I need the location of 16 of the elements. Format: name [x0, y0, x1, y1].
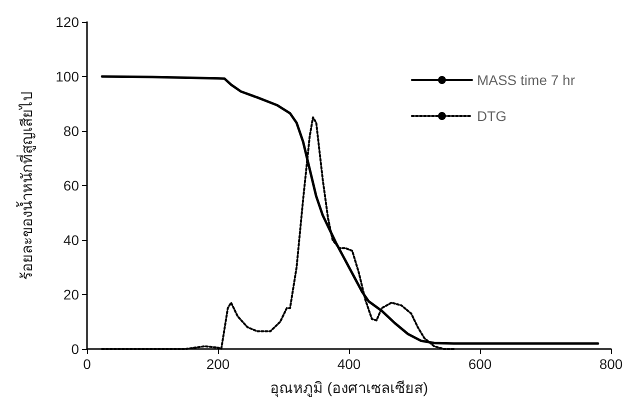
y-tick-label: 60	[63, 178, 80, 194]
y-tick-label: 80	[63, 123, 80, 139]
x-tick-label: 600	[468, 356, 492, 372]
y-axis-title: ร้อยละของน้ำหนักที่สูญเสียไป	[16, 91, 36, 280]
legend-label: DTG	[476, 108, 507, 124]
y-tick-label: 20	[63, 286, 80, 302]
x-tick-label: 0	[83, 356, 92, 372]
y-tick-label: 0	[71, 341, 80, 357]
y-tick-label: 120	[56, 14, 80, 30]
y-tick-label: 100	[56, 68, 80, 84]
x-tick-label: 400	[337, 356, 361, 372]
x-tick-label: 200	[206, 356, 230, 372]
legend-label: MASS time 7 hr	[476, 72, 576, 88]
x-axis-title: อุณหภูมิ (องศาเซลเซียส)	[270, 380, 428, 398]
y-tick-label: 40	[63, 232, 80, 248]
x-tick-label: 800	[599, 356, 623, 372]
